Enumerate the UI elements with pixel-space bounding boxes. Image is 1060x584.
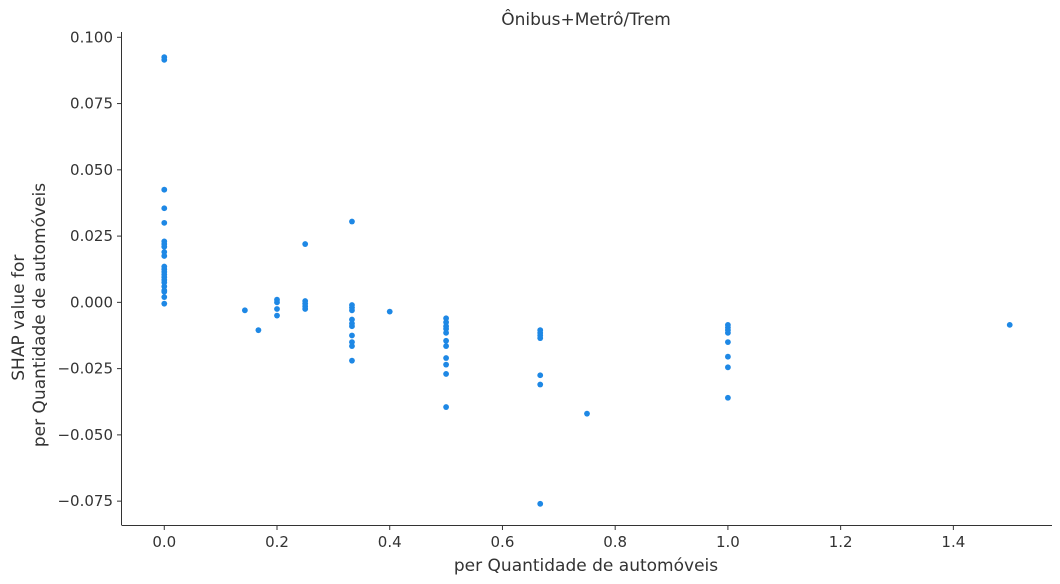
data-point <box>349 357 355 364</box>
data-point <box>443 337 449 344</box>
data-point <box>161 253 168 259</box>
x-ticks: 0.0 0.2 0.4 0.6 0.8 1.0 1.2 1.4 <box>152 525 965 551</box>
y-axis-title-line-2: per Quantidade de automóveis <box>30 183 50 447</box>
data-point <box>537 372 544 379</box>
data-point <box>274 299 280 306</box>
data-point <box>161 300 168 307</box>
x-tick-label: 0.8 <box>603 533 627 551</box>
x-tick-label: 0.0 <box>152 533 176 551</box>
data-point <box>443 343 449 349</box>
x-tick-label: 1.4 <box>941 533 965 551</box>
data-point <box>443 315 449 322</box>
data-point <box>443 355 449 361</box>
y-tick-label: 0.000 <box>70 293 113 311</box>
y-tick-label: 0.075 <box>70 95 113 113</box>
data-point <box>537 381 544 388</box>
data-point <box>161 205 168 212</box>
y-tick-label: −0.050 <box>57 426 113 444</box>
x-tick-label: 0.2 <box>265 533 289 551</box>
data-point <box>161 249 168 255</box>
data-point <box>386 308 393 315</box>
data-point <box>584 410 590 417</box>
data-point <box>349 316 355 323</box>
data-point <box>161 294 168 300</box>
chart-title: Ônibus+Metrô/Trem <box>501 8 671 30</box>
data-point <box>443 371 449 377</box>
data-point <box>255 327 262 334</box>
data-point <box>349 323 355 330</box>
data-point <box>161 219 168 226</box>
y-tick-label: −0.075 <box>57 492 113 510</box>
x-tick-label: 0.6 <box>491 533 515 551</box>
data-point <box>161 288 168 295</box>
y-ticks: 0.100 0.075 0.050 0.025 0.000 −0.025 −0.050 −0.… <box>57 28 122 510</box>
y-axis-title: SHAP value for per Quantidade de automóv… <box>9 183 50 447</box>
data-point <box>1006 321 1013 328</box>
y-tick-label: −0.025 <box>57 360 113 378</box>
x-tick-label: 1.2 <box>829 533 853 551</box>
y-tick-label: 0.100 <box>70 28 113 46</box>
x-axis-title: per Quantidade de automóveis <box>454 556 718 576</box>
data-point <box>161 56 168 63</box>
data-point <box>349 343 355 349</box>
data-point <box>274 312 280 319</box>
data-point <box>443 325 449 332</box>
data-point <box>725 329 731 336</box>
data-point <box>443 329 449 336</box>
data-point <box>349 332 355 339</box>
data-point <box>302 306 309 312</box>
data-point <box>161 243 168 250</box>
data-point <box>725 364 731 371</box>
data-point <box>274 306 280 312</box>
data-point <box>443 404 449 410</box>
data-point <box>349 307 355 314</box>
data-point <box>725 339 731 346</box>
data-point <box>349 218 355 225</box>
data-point <box>537 500 544 507</box>
y-tick-label: 0.025 <box>70 227 113 245</box>
data-point <box>241 307 248 314</box>
x-tick-label: 1.0 <box>716 533 740 551</box>
y-tick-label: 0.050 <box>70 161 113 179</box>
data-point <box>725 353 731 360</box>
data-point <box>725 394 731 401</box>
data-point <box>161 186 168 193</box>
data-points <box>161 54 1013 507</box>
x-tick-label: 0.4 <box>378 533 402 551</box>
data-point <box>443 361 449 368</box>
data-point <box>443 319 449 326</box>
data-point <box>349 339 355 346</box>
data-point <box>302 241 309 247</box>
data-point <box>537 335 544 342</box>
y-axis-title-line-1: SHAP value for <box>9 255 29 381</box>
data-point <box>161 283 168 290</box>
data-point <box>161 279 168 286</box>
